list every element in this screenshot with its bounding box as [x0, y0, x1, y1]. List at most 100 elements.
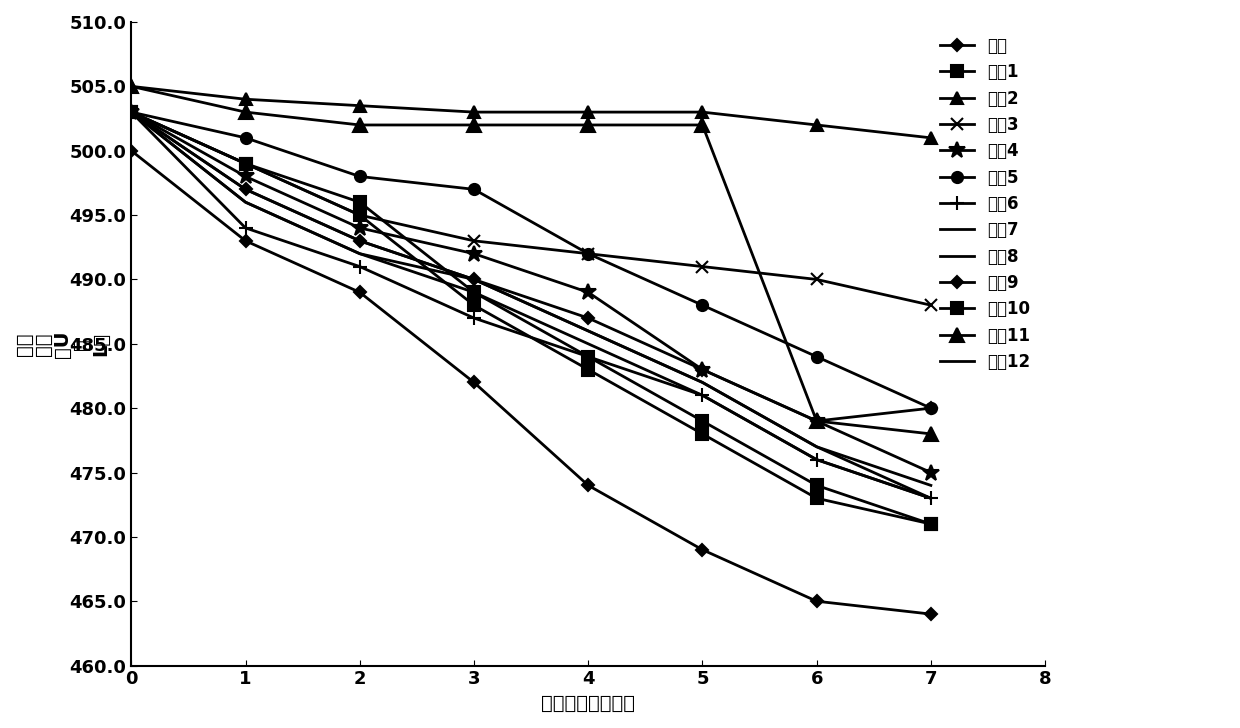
Line: 实例5: 实例5	[125, 106, 936, 414]
实例5	[580, 249, 595, 258]
实例4	[694, 365, 709, 374]
实例10	[580, 365, 595, 374]
实例1	[694, 416, 709, 425]
Line: 实例11: 实例11	[124, 79, 937, 441]
实例11	[580, 121, 595, 130]
实例6	[238, 223, 253, 232]
实例3	[694, 262, 709, 271]
实例8	[238, 198, 253, 207]
实例3	[124, 108, 139, 116]
实例10	[924, 520, 939, 529]
实例7	[694, 378, 709, 387]
实例2	[810, 121, 825, 130]
实例1	[924, 520, 939, 529]
实例5	[352, 172, 367, 181]
实例12	[694, 378, 709, 387]
实例2	[238, 95, 253, 103]
实例3	[466, 237, 481, 245]
实例2	[924, 133, 939, 142]
对照	[238, 237, 253, 245]
实例1	[124, 108, 139, 116]
实例12	[924, 481, 939, 490]
实例2	[466, 108, 481, 116]
对照	[580, 481, 595, 490]
实例8	[124, 108, 139, 116]
实例1	[352, 198, 367, 207]
实例4	[352, 223, 367, 232]
对照	[924, 610, 939, 619]
Line: 实例9: 实例9	[128, 108, 935, 425]
实例12	[466, 275, 481, 284]
实例9	[466, 275, 481, 284]
实例8	[466, 288, 481, 297]
实例11	[924, 430, 939, 438]
实例12	[352, 249, 367, 258]
实例4	[924, 468, 939, 477]
实例7	[924, 494, 939, 502]
实例10	[466, 301, 481, 309]
实例10	[124, 108, 139, 116]
实例6	[810, 455, 825, 464]
实例10	[694, 430, 709, 438]
实例6	[694, 391, 709, 400]
对照	[352, 288, 367, 297]
实例3	[580, 249, 595, 258]
Line: 对照: 对照	[128, 146, 935, 618]
实例3	[238, 159, 253, 168]
实例9	[694, 365, 709, 374]
实例6	[580, 352, 595, 361]
实例3	[352, 210, 367, 219]
对照	[466, 378, 481, 387]
Legend: 对照, 实例1, 实例2, 实例3, 实例4, 实例5, 实例6, 实例7, 实例8, 实例9, 实例10, 实例11, 实例12: 对照, 实例1, 实例2, 实例3, 实例4, 实例5, 实例6, 实例7, 实…	[934, 31, 1037, 378]
实例11	[124, 82, 139, 91]
Line: 实例10: 实例10	[125, 106, 937, 530]
实例4	[810, 416, 825, 425]
实例3	[924, 301, 939, 309]
实例2	[580, 108, 595, 116]
实例11	[694, 121, 709, 130]
实例9	[580, 314, 595, 323]
实例8	[580, 339, 595, 348]
实例12	[238, 198, 253, 207]
Line: 实例4: 实例4	[123, 104, 939, 480]
实例12	[580, 327, 595, 336]
实例2	[694, 108, 709, 116]
实例4	[466, 249, 481, 258]
实例1	[238, 159, 253, 168]
实例8	[924, 494, 939, 502]
实例7	[580, 327, 595, 336]
实例9	[352, 237, 367, 245]
实例2	[352, 101, 367, 110]
实例4	[580, 288, 595, 297]
实例5	[238, 133, 253, 142]
实例5	[694, 301, 709, 309]
实例11	[352, 121, 367, 130]
实例8	[810, 455, 825, 464]
X-axis label: 热加速时间（天）: 热加速时间（天）	[541, 694, 635, 713]
实例11	[238, 108, 253, 116]
对照	[810, 597, 825, 606]
实例9	[124, 108, 139, 116]
Y-axis label: 高值
样本
（U
／
L）: 高值 样本 （U ／ L）	[15, 330, 110, 357]
实例12	[124, 108, 139, 116]
Line: 实例7: 实例7	[131, 112, 931, 498]
实例6	[124, 108, 139, 116]
实例5	[924, 404, 939, 413]
实例1	[810, 481, 825, 490]
实例1	[580, 352, 595, 361]
实例7	[810, 443, 825, 451]
实例7	[124, 108, 139, 116]
实例1	[466, 288, 481, 297]
实例5	[124, 108, 139, 116]
实例5	[466, 185, 481, 194]
实例10	[352, 210, 367, 219]
Line: 实例8: 实例8	[131, 112, 931, 498]
实例7	[466, 275, 481, 284]
实例2	[124, 82, 139, 91]
实例6	[466, 314, 481, 323]
实例7	[352, 237, 367, 245]
Line: 实例6: 实例6	[124, 105, 937, 505]
实例5	[810, 352, 825, 361]
实例9	[924, 404, 939, 413]
实例4	[238, 172, 253, 181]
